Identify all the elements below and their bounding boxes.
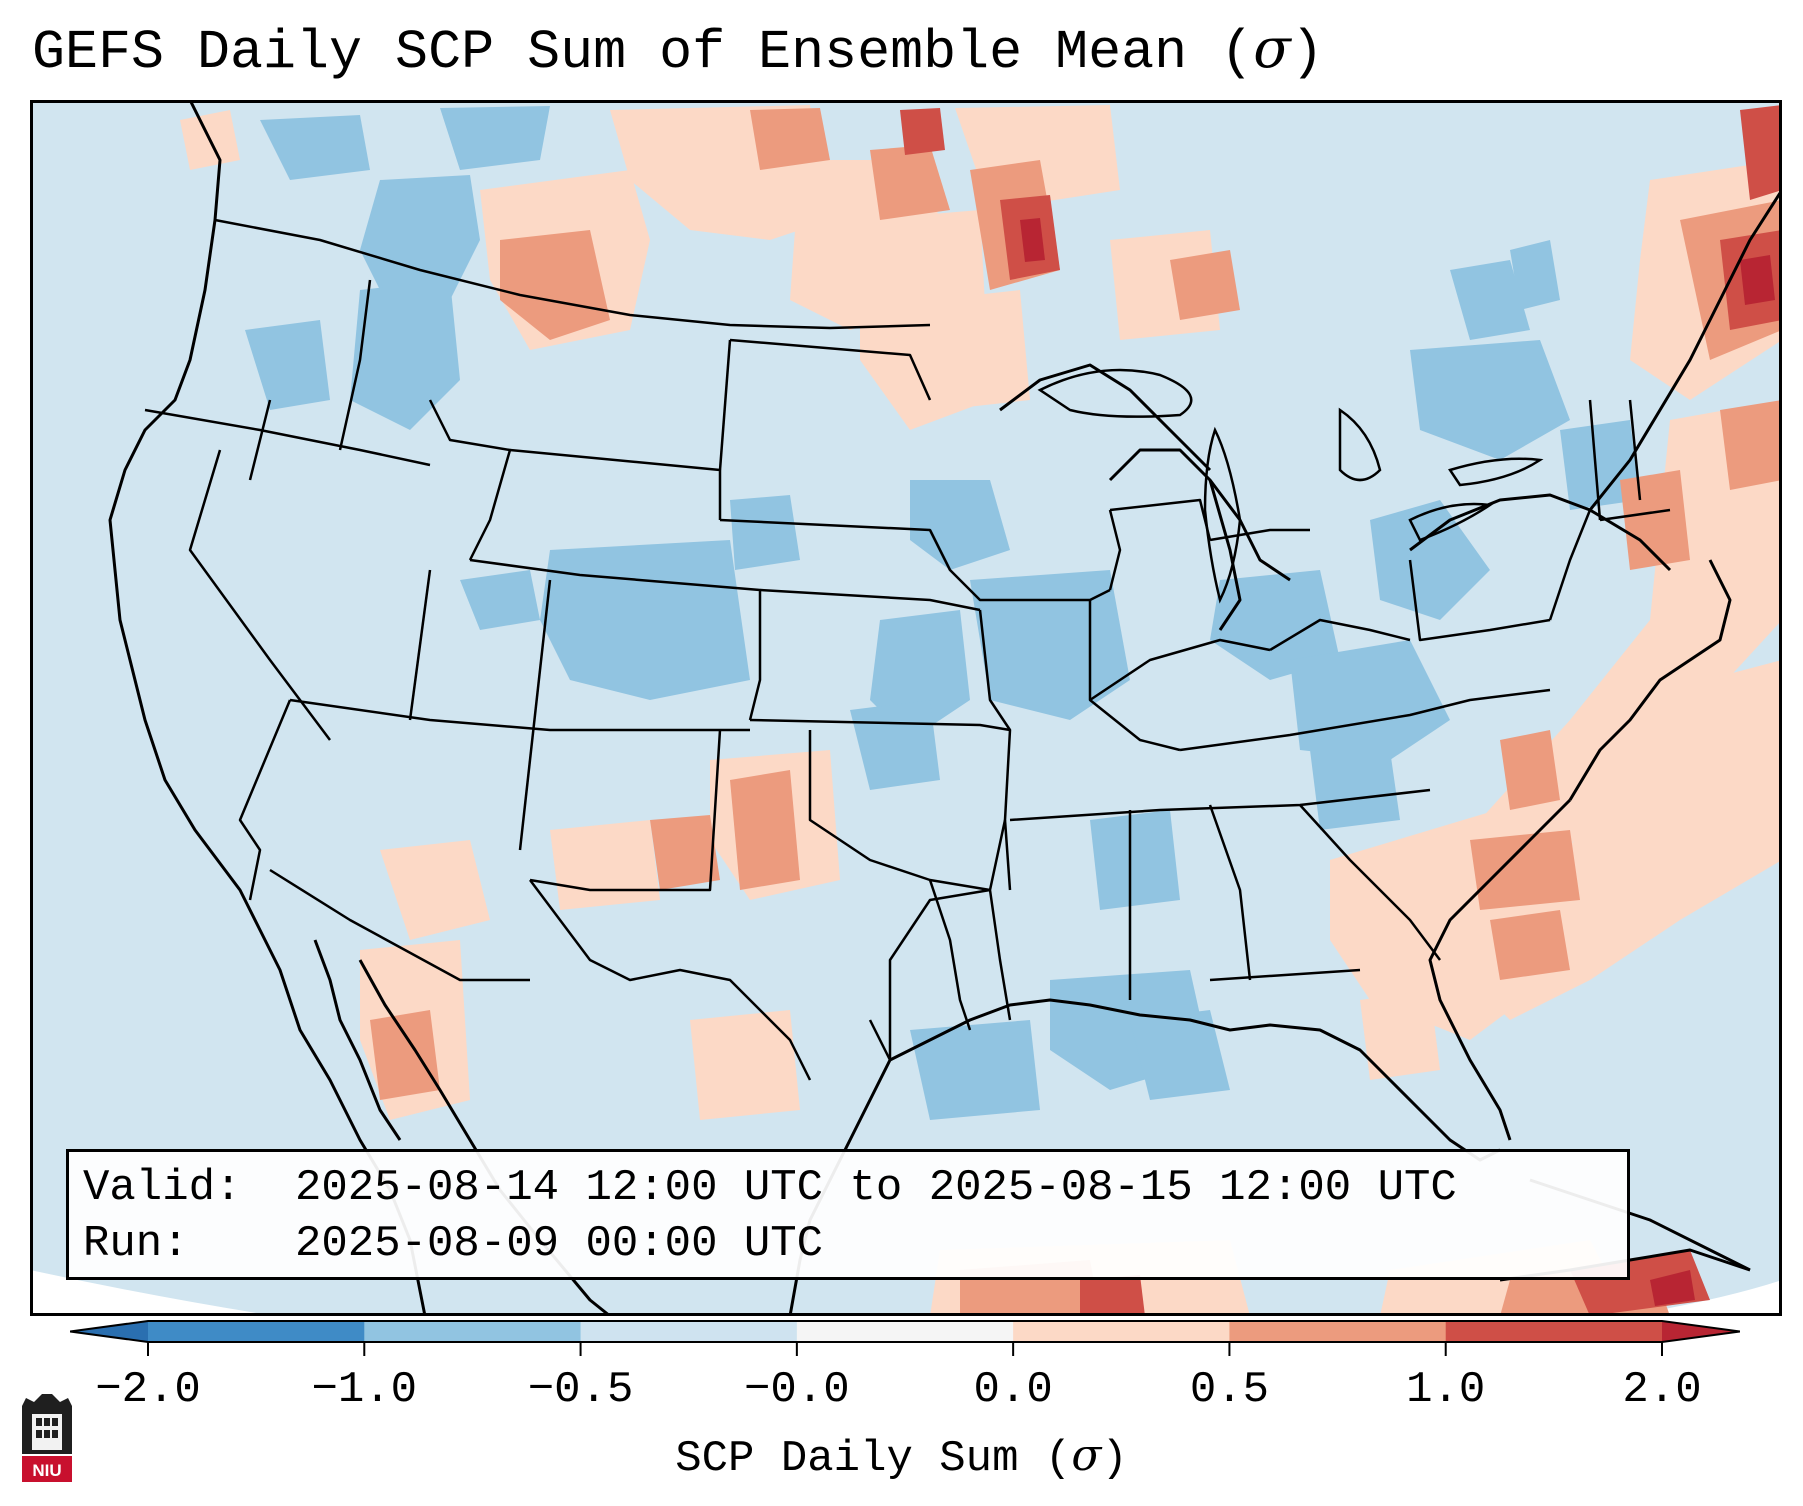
logo-text: NIU — [32, 1461, 61, 1480]
state-borders — [144, 218, 1671, 1081]
chart-title: GEFS Daily SCP Sum of Ensemble Mean (σ) — [32, 16, 1324, 84]
colorbar-bin — [1229, 1321, 1447, 1342]
colorbar-tick-label: −0.0 — [744, 1365, 850, 1415]
map-frame — [30, 100, 1782, 1316]
colorbar-bin — [580, 1321, 798, 1342]
domain-edge-white — [30, 1270, 1782, 1316]
validity-legend-box: Valid: 2025-08-14 12:00 UTC to 2025-08-15… — [66, 1149, 1630, 1280]
negative-anomaly-patches — [245, 106, 1640, 1120]
colorbar-tick-label: −1.0 — [311, 1365, 418, 1415]
run-value: 2025-08-09 00:00 UTC — [295, 1219, 824, 1269]
colorbar-extend-high — [1662, 1321, 1740, 1342]
valid-time-line: Valid: 2025-08-14 12:00 UTC to 2025-08-15… — [83, 1166, 1457, 1210]
colorbar-bin — [364, 1321, 582, 1342]
lake-outlines — [1037, 368, 1544, 604]
colorbar-tick-label: 0.5 — [1189, 1365, 1270, 1415]
map-panel — [30, 100, 1782, 1316]
run-time-line: Run: 2025-08-09 00:00 UTC — [83, 1222, 823, 1266]
colorbar — [70, 1320, 1740, 1356]
run-key: Run: — [83, 1219, 189, 1269]
niu-logo: NIU — [22, 1394, 72, 1482]
colorbar-bin — [796, 1321, 1014, 1342]
valid-value: 2025-08-14 12:00 UTC to 2025-08-15 12:00… — [295, 1163, 1457, 1213]
valid-key: Valid: — [83, 1163, 242, 1213]
colorbar-tick-label: 2.0 — [1622, 1365, 1702, 1415]
colorbar-bin — [148, 1321, 365, 1342]
extreme-positive-anomaly-patches — [1020, 218, 1775, 1306]
colorbar-bin — [1013, 1321, 1230, 1342]
colorbar-tick-label: −2.0 — [95, 1365, 201, 1415]
colorbar-extend-low — [70, 1321, 148, 1342]
colorbar-tick-label: 1.0 — [1406, 1365, 1486, 1415]
colorbar-tick-label: 0.0 — [973, 1365, 1053, 1415]
colorbar-label: SCP Daily Sum (σ) — [675, 1430, 1128, 1484]
colorbar-tick-label: −0.5 — [527, 1365, 634, 1415]
colorbar-bin — [1445, 1321, 1663, 1342]
